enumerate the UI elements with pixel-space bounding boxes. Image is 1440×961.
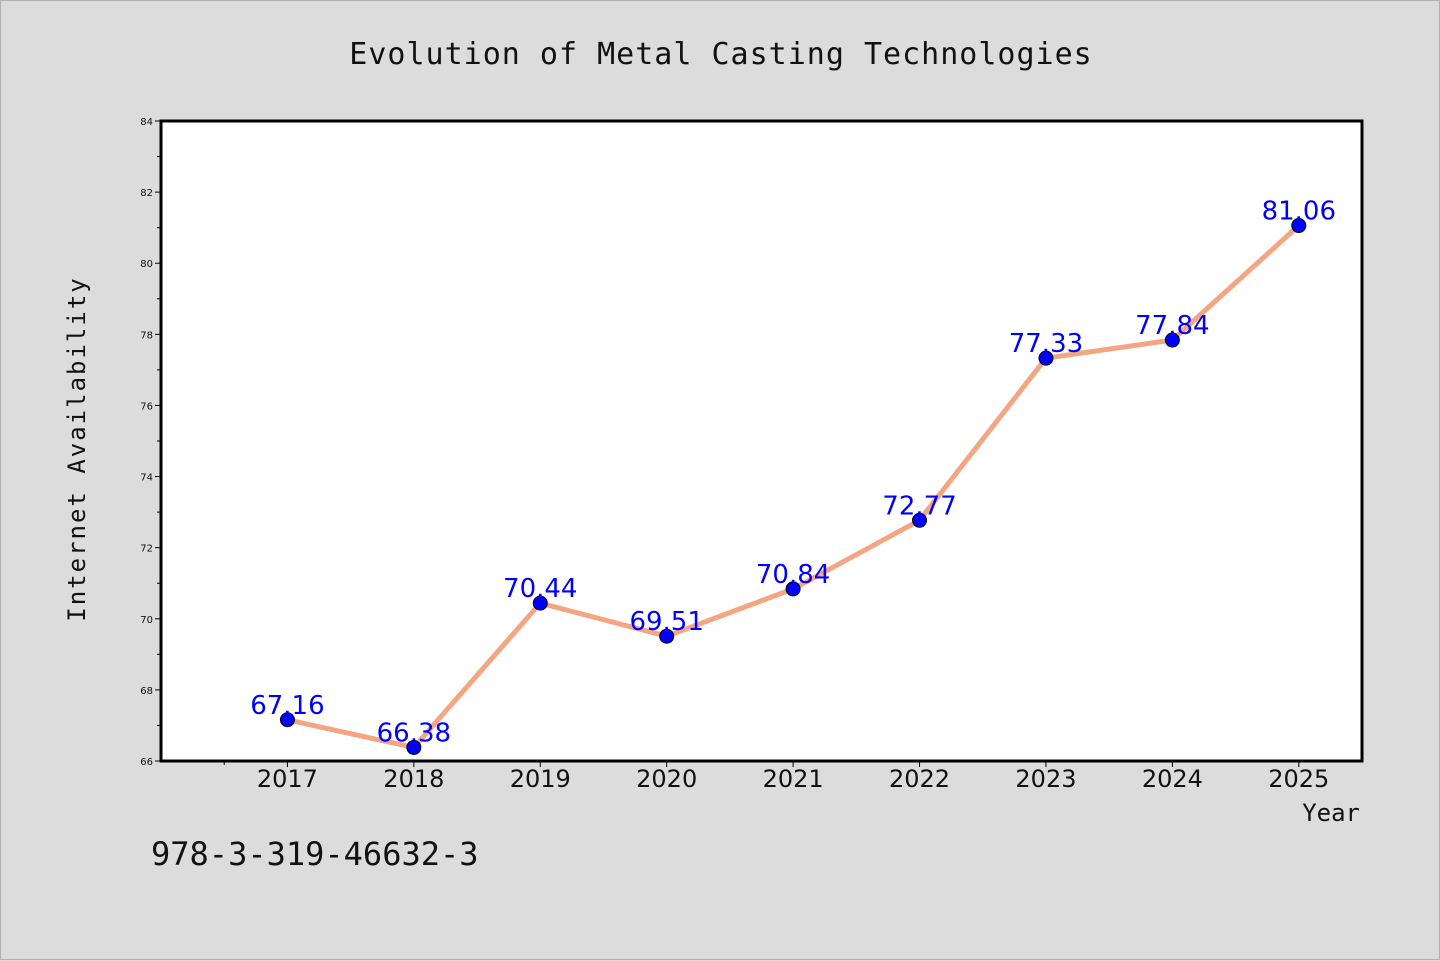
- y-tick-label: 78: [140, 330, 153, 341]
- data-label: 77.84: [1135, 311, 1209, 341]
- x-tick-label: 2018: [383, 765, 444, 793]
- x-tick-label: 2021: [763, 765, 824, 793]
- y-tick-label: 82: [140, 188, 153, 199]
- y-tick-label: 70: [140, 615, 153, 626]
- x-tick-label: 2022: [889, 765, 950, 793]
- data-label: 77.33: [1009, 329, 1083, 359]
- x-tick-label: 2025: [1268, 765, 1329, 793]
- y-tick-label: 74: [140, 473, 153, 484]
- data-label: 69.51: [629, 607, 703, 637]
- data-point: [1038, 350, 1054, 366]
- y-tick-label: 66: [140, 757, 153, 768]
- data-label: 67.16: [250, 691, 324, 721]
- x-tick-label: 2024: [1142, 765, 1203, 793]
- data-point: [406, 739, 422, 755]
- data-point: [532, 595, 548, 611]
- data-labels: 67.16 66.38 70.44 69.51 70.84 72.77 77.33 77.84…: [250, 197, 1336, 749]
- footer-text: 978-3-319-46632-3: [151, 835, 479, 873]
- y-tick-label: 76: [140, 401, 153, 412]
- x-axis-label: Year: [1302, 799, 1360, 827]
- data-point: [785, 581, 801, 597]
- data-point: [279, 712, 295, 728]
- data-point: [912, 512, 928, 528]
- data-label: 72.77: [882, 491, 956, 521]
- x-axis: 2017 2018 2019 2020 2021 2022 2023 2024 2025: [223, 761, 1329, 793]
- y-tick-label: 84: [140, 117, 153, 128]
- data-point: [1291, 218, 1307, 234]
- y-axis-label: Internet Availability: [63, 276, 91, 621]
- chart-title: Evolution of Metal Casting Technologies: [349, 37, 1092, 72]
- y-tick-label: 72: [140, 544, 153, 555]
- data-label: 70.84: [756, 560, 830, 590]
- series-group: [279, 218, 1307, 755]
- y-tick-label: 80: [140, 259, 153, 270]
- y-tick-label: 68: [140, 686, 153, 697]
- x-tick-label: 2017: [257, 765, 318, 793]
- data-point: [659, 628, 675, 644]
- plot-area: [159, 119, 1364, 763]
- data-label: 81.06: [1262, 197, 1336, 227]
- x-tick-label: 2019: [510, 765, 571, 793]
- data-label: 70.44: [503, 574, 577, 604]
- x-tick-label: 2020: [636, 765, 697, 793]
- data-label: 66.38: [377, 718, 451, 748]
- data-point: [1164, 332, 1180, 348]
- y-axis: 66 68 70 72 74 76 78 80 82 84: [140, 117, 161, 768]
- x-tick-label: 2023: [1015, 765, 1076, 793]
